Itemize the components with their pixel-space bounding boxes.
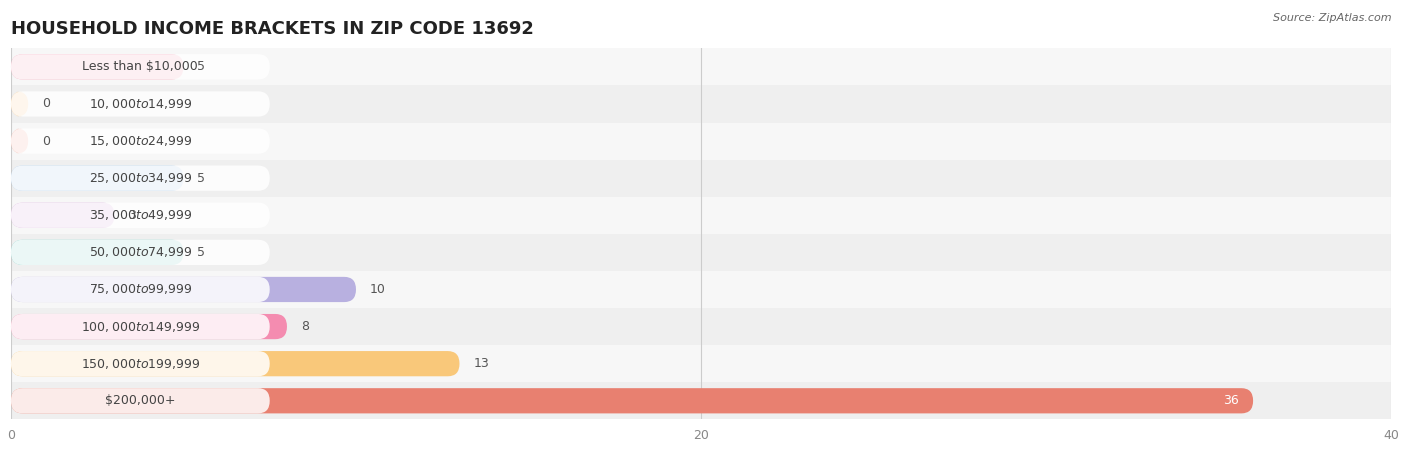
FancyBboxPatch shape [11, 240, 270, 265]
FancyBboxPatch shape [11, 166, 183, 191]
Bar [11, 271, 1391, 308]
Text: Less than $10,000: Less than $10,000 [83, 60, 198, 73]
Text: 5: 5 [197, 60, 205, 73]
FancyBboxPatch shape [11, 128, 270, 154]
Bar [11, 85, 1391, 123]
FancyBboxPatch shape [11, 54, 270, 79]
Text: $150,000 to $199,999: $150,000 to $199,999 [80, 357, 200, 371]
Text: 13: 13 [474, 357, 489, 370]
Text: $50,000 to $74,999: $50,000 to $74,999 [89, 245, 193, 260]
Text: $200,000+: $200,000+ [105, 394, 176, 407]
Text: $75,000 to $99,999: $75,000 to $99,999 [89, 282, 193, 296]
Text: 0: 0 [42, 135, 51, 148]
Bar [11, 382, 1391, 419]
FancyBboxPatch shape [11, 202, 270, 228]
FancyBboxPatch shape [11, 54, 183, 79]
Text: 36: 36 [1223, 394, 1239, 407]
Text: 5: 5 [197, 172, 205, 185]
Bar [11, 197, 1391, 234]
Bar [11, 159, 1391, 197]
FancyBboxPatch shape [11, 128, 28, 154]
Text: 0: 0 [42, 97, 51, 110]
Text: $10,000 to $14,999: $10,000 to $14,999 [89, 97, 193, 111]
FancyBboxPatch shape [11, 277, 356, 302]
Bar [11, 234, 1391, 271]
FancyBboxPatch shape [11, 202, 114, 228]
FancyBboxPatch shape [11, 351, 460, 376]
Text: 3: 3 [128, 209, 136, 222]
Text: $15,000 to $24,999: $15,000 to $24,999 [89, 134, 193, 148]
Text: $25,000 to $34,999: $25,000 to $34,999 [89, 171, 193, 185]
Text: $100,000 to $149,999: $100,000 to $149,999 [80, 320, 200, 334]
FancyBboxPatch shape [11, 351, 270, 376]
Text: 5: 5 [197, 246, 205, 259]
FancyBboxPatch shape [11, 240, 183, 265]
Bar [11, 123, 1391, 159]
FancyBboxPatch shape [11, 314, 287, 339]
FancyBboxPatch shape [11, 314, 270, 339]
FancyBboxPatch shape [11, 388, 1253, 414]
Text: $35,000 to $49,999: $35,000 to $49,999 [89, 208, 193, 222]
Bar [11, 48, 1391, 85]
FancyBboxPatch shape [11, 388, 270, 414]
Bar [11, 308, 1391, 345]
Text: 10: 10 [370, 283, 385, 296]
Text: Source: ZipAtlas.com: Source: ZipAtlas.com [1274, 13, 1392, 23]
FancyBboxPatch shape [11, 91, 270, 117]
Text: HOUSEHOLD INCOME BRACKETS IN ZIP CODE 13692: HOUSEHOLD INCOME BRACKETS IN ZIP CODE 13… [11, 20, 534, 39]
FancyBboxPatch shape [11, 277, 270, 302]
Bar [11, 345, 1391, 382]
FancyBboxPatch shape [11, 91, 28, 117]
Text: 8: 8 [301, 320, 309, 333]
FancyBboxPatch shape [11, 166, 270, 191]
